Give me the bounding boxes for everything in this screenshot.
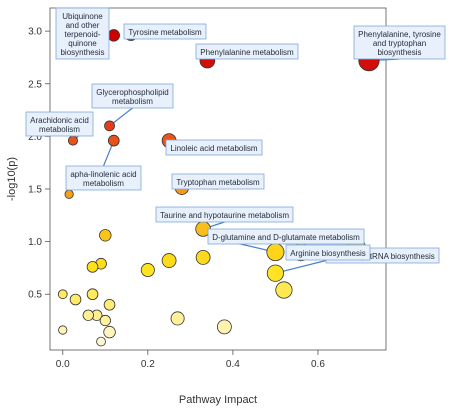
pathway-point: [99, 229, 112, 242]
annotation-label: metabolism: [39, 125, 80, 134]
pathway-point: [103, 298, 116, 311]
pathway-point: [57, 289, 68, 300]
y-tick-label: 2.5: [28, 79, 42, 90]
annotation-label: Phenylalanine metabolism: [200, 48, 294, 57]
annotation-box: [155, 206, 294, 223]
pathway-point: [86, 261, 99, 273]
y-axis-title: -log10(p): [6, 157, 18, 201]
x-tick-label: 0.2: [141, 359, 155, 370]
pathway-point: [266, 264, 285, 282]
annotation-leader: [275, 259, 329, 274]
y-tick-label: 0.5: [28, 290, 42, 301]
annotation-label: Aminoacyl-tRNA biosynthesis: [330, 252, 434, 261]
annotation-box: [285, 244, 371, 261]
annotation-label: Glycerophospholipid: [96, 88, 169, 97]
annotation-box: [123, 23, 207, 40]
annotation-label: biosynthesis: [60, 48, 104, 57]
annotation-box: [25, 111, 94, 137]
y-tick-label: 3.0: [28, 27, 42, 38]
annotation-box: [171, 173, 265, 190]
pathway-point: [161, 253, 177, 268]
pathway-point: [266, 243, 285, 262]
annotation-label: apha-linolenic acid: [70, 170, 136, 179]
pathway-annotation: Tryptophan metabolism: [171, 173, 265, 190]
annotation-label: and other: [66, 21, 100, 30]
plot-frame: [49, 7, 387, 351]
y-tick-label: 2.0: [28, 132, 42, 143]
pathway-annotation: Phenylalanine metabolism: [195, 43, 299, 60]
y-tick-label: 1.0: [28, 237, 42, 248]
pathway-annotation: D-glutamine and D-glutamate metabolism: [207, 228, 365, 245]
annotation-label: Ubiquinone: [62, 12, 103, 21]
pathway-point: [170, 311, 185, 326]
annotation-label: Tyrosine metabolism: [128, 28, 202, 37]
pathway-point: [58, 325, 68, 335]
pathway-point: [96, 336, 106, 347]
annotation-label: Taurine and hypotaurine metabolism: [160, 211, 289, 220]
pathway-point: [107, 134, 120, 147]
pathway-point: [82, 309, 94, 321]
pathway-annotation: Arginine biosynthesis: [285, 244, 371, 261]
x-axis-title: Pathway Impact: [179, 394, 257, 406]
annotation-box: [65, 165, 142, 191]
pathway-point: [195, 249, 211, 265]
x-tick-label: 0.6: [311, 359, 325, 370]
pathway-point: [216, 319, 232, 335]
x-tick-label: 0.0: [56, 359, 70, 370]
pathway-point: [104, 120, 115, 132]
pathway-annotation: Tyrosine metabolism: [123, 23, 207, 40]
pathway-point: [140, 263, 155, 278]
annotation-box: [165, 139, 263, 156]
pathway-annotation: Linoleic acid metabolism: [165, 139, 263, 156]
pathway-point: [99, 314, 111, 327]
annotation-label: metabolism: [112, 97, 153, 106]
annotation-box: [353, 25, 446, 60]
annotation-label: biosynthesis: [377, 48, 421, 57]
annotation-box: [207, 228, 365, 245]
axes: 0.0 0.2 0.4 0.6 0.5 1.0 1.5 2.0 2.5 3.0: [28, 27, 325, 370]
pathway-point: [86, 288, 99, 301]
pathway-point: [69, 293, 82, 306]
annotation-label: Linoleic acid metabolism: [170, 144, 257, 153]
annotation-label: Arachidonic acid: [30, 116, 89, 125]
annotation-label: and tryptophan: [373, 39, 426, 48]
y-tick-label: 1.5: [28, 184, 42, 195]
pathway-point: [275, 281, 293, 299]
annotation-label: Phenylalanine, tyrosine: [358, 30, 441, 39]
annotation-label: quinone: [68, 39, 97, 48]
annotation-label: metabolism: [83, 179, 124, 188]
pathway-point: [103, 325, 116, 339]
x-tick-label: 0.4: [226, 359, 240, 370]
annotation-box: [55, 7, 110, 60]
pathway-point: [107, 29, 120, 42]
pathway-point: [67, 135, 78, 146]
annotation-label: Arginine biosynthesis: [290, 249, 366, 258]
pathway-annotation: Taurine and hypotaurine metabolism: [155, 206, 294, 223]
pathway-point: [64, 189, 74, 199]
annotation-label: terpenoid-: [64, 30, 100, 39]
annotation-box: [91, 83, 174, 109]
annotation-box: [195, 43, 299, 60]
annotation-label: D-glutamine and D-glutamate metabolism: [212, 233, 360, 242]
annotation-label: Tryptophan metabolism: [176, 178, 260, 187]
